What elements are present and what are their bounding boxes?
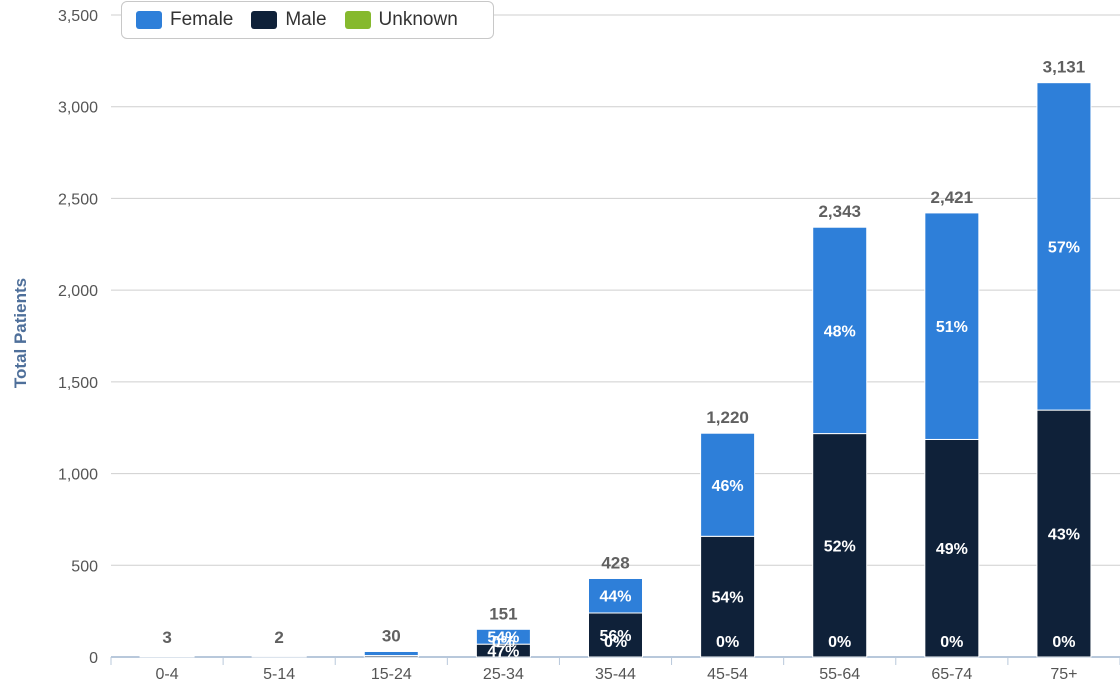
legend-swatch-female bbox=[136, 11, 162, 29]
legend: Female Male Unknown bbox=[121, 1, 494, 39]
x-tick-label: 5-14 bbox=[263, 666, 295, 683]
bar-female bbox=[924, 212, 980, 440]
y-tick-label: 3,000 bbox=[58, 100, 98, 117]
legend-item-male[interactable]: Male bbox=[251, 9, 327, 31]
x-tick-label: 55-64 bbox=[819, 666, 860, 683]
bar-total-label: 2,421 bbox=[931, 188, 974, 207]
bar-female bbox=[363, 650, 419, 657]
x-tick-label: 25-34 bbox=[483, 666, 524, 683]
bar-male bbox=[1036, 409, 1092, 658]
bar-female bbox=[475, 628, 531, 645]
bar-total-label: 2 bbox=[274, 628, 283, 647]
legend-label-male: Male bbox=[285, 9, 327, 30]
y-tick-label: 500 bbox=[71, 558, 98, 575]
bar-female bbox=[588, 577, 643, 614]
bar-data-label: 0% bbox=[1052, 634, 1075, 651]
bar-total-label: 2,343 bbox=[818, 202, 861, 221]
bar-data-label: 43% bbox=[1048, 527, 1080, 544]
bar-data-label: 51% bbox=[936, 319, 968, 336]
bar-data-label: 0% bbox=[828, 634, 851, 651]
bar-data-label: 54% bbox=[712, 590, 744, 607]
bar-data-label: 48% bbox=[824, 323, 856, 340]
legend-label-female: Female bbox=[170, 9, 234, 30]
bar-male bbox=[588, 612, 643, 658]
bar-data-label: 57% bbox=[1048, 239, 1080, 256]
x-tick-label: 45-54 bbox=[707, 666, 748, 683]
bar-data-label: 46% bbox=[712, 478, 744, 495]
bar-data-label: 52% bbox=[824, 538, 856, 555]
bar-data-label: 0% bbox=[604, 634, 627, 651]
y-tick-label: 1,000 bbox=[58, 467, 98, 484]
legend-item-female[interactable]: Female bbox=[136, 9, 233, 31]
bar-data-label: 54% bbox=[487, 630, 519, 647]
legend-swatch-male bbox=[251, 11, 278, 29]
x-tick-label: 35-44 bbox=[595, 666, 636, 683]
bar-total-label: 1,220 bbox=[706, 408, 749, 427]
bar-data-label: 0% bbox=[940, 634, 963, 651]
bar-total-label: 30 bbox=[382, 626, 401, 645]
x-tick-label: 15-24 bbox=[371, 666, 412, 683]
bar-data-label: 44% bbox=[599, 589, 631, 606]
x-tick-label: 75+ bbox=[1050, 666, 1077, 683]
legend-label-unknown: Unknown bbox=[378, 9, 458, 30]
y-tick-label: 1,500 bbox=[58, 375, 98, 392]
bar-total-label: 151 bbox=[489, 604, 517, 623]
bar-total-label: 428 bbox=[601, 553, 629, 572]
legend-item-unknown[interactable]: Unknown bbox=[344, 9, 458, 31]
bar-female bbox=[812, 226, 868, 435]
x-tick-label: 65-74 bbox=[931, 666, 972, 683]
bar-data-label: 47% bbox=[487, 644, 519, 661]
bar-total-label: 3 bbox=[162, 628, 171, 647]
bar-total-label: 3,131 bbox=[1043, 58, 1086, 77]
bar-female bbox=[1036, 82, 1092, 411]
y-tick-label: 0 bbox=[89, 650, 98, 667]
bar-data-label: 0% bbox=[492, 634, 515, 651]
bar-female bbox=[700, 432, 756, 537]
bar-male bbox=[700, 535, 756, 658]
bar-male bbox=[924, 438, 980, 658]
bar-data-label: 56% bbox=[599, 628, 631, 645]
legend-swatch-unknown bbox=[344, 11, 371, 29]
y-tick-label: 2,500 bbox=[58, 191, 98, 208]
bar-male bbox=[812, 433, 868, 658]
bar-data-label: 0% bbox=[716, 634, 739, 651]
y-tick-label: 3,500 bbox=[58, 8, 98, 25]
x-tick-label: 0-4 bbox=[155, 666, 178, 683]
y-tick-label: 2,000 bbox=[58, 283, 98, 300]
bar-data-label: 49% bbox=[936, 541, 968, 558]
